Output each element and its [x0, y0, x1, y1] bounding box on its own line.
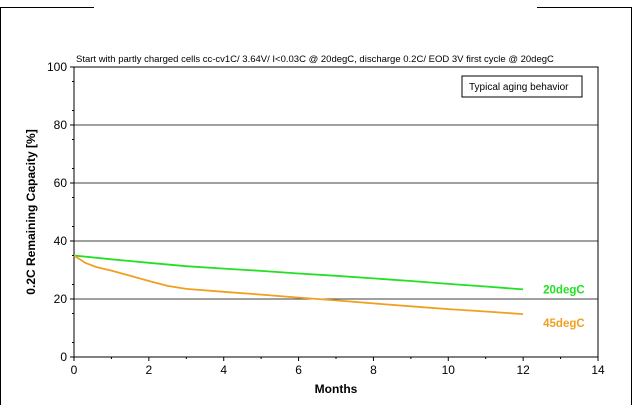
y-tick-label: 40	[54, 234, 68, 248]
series-line-45degC	[73, 254, 524, 315]
x-tick-label: 6	[295, 363, 302, 377]
axis-ticks: 0 20 40 60 80 100 0 2 4 6 8 10 12 14	[47, 60, 605, 377]
x-tick-label: 12	[516, 363, 530, 377]
x-axis-title: Months	[315, 382, 358, 396]
series-label-45degC: 45degC	[543, 318, 585, 330]
x-tick-label: 8	[370, 363, 377, 377]
series-line-20degC	[73, 254, 524, 291]
gridlines	[74, 124, 598, 300]
series-layer: 20degC 45degC	[73, 254, 585, 330]
y-axis-title: 0.2C Remaining Capacity [%]	[24, 129, 38, 294]
x-tick-label: 4	[220, 363, 227, 377]
x-tick-label: 2	[146, 363, 153, 377]
annotation-box: Typical aging behavior	[461, 75, 583, 98]
x-tick-label: 10	[442, 363, 456, 377]
y-tick-label: 0	[60, 350, 67, 364]
series-label-20degC: 20degC	[543, 284, 585, 296]
annotation-box-border	[461, 75, 583, 98]
y-tick-label: 20	[54, 292, 68, 306]
chart-subtitle: Start with partly charged cells cc-cv1C/…	[76, 54, 554, 65]
y-tick-label: 60	[54, 176, 68, 190]
x-tick-label: 0	[71, 363, 78, 377]
annotation-text: Typical aging behavior	[469, 82, 569, 93]
x-tick-label: 14	[591, 363, 605, 377]
y-tick-label: 80	[54, 118, 68, 132]
y-tick-label: 100	[47, 60, 67, 74]
